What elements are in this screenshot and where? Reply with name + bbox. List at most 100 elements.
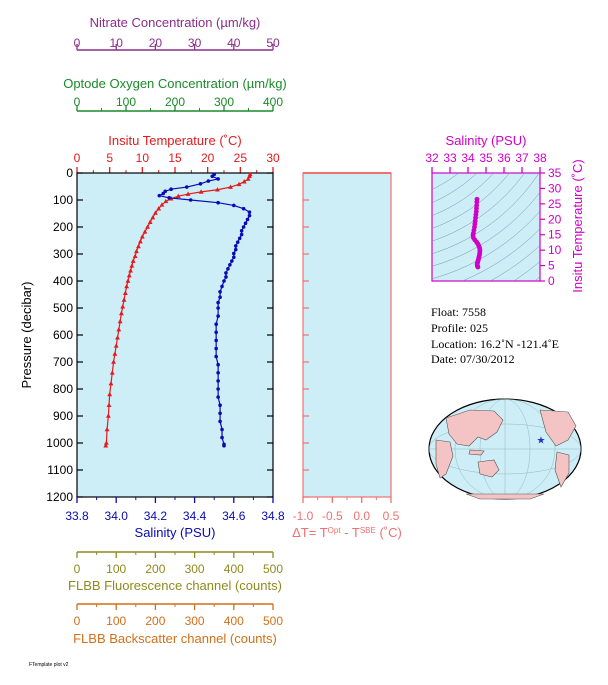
salinity-point	[214, 346, 218, 351]
salinity-point	[220, 427, 224, 432]
salinity-point	[247, 210, 252, 214]
salinity-point	[224, 271, 228, 275]
tick-label: -0.5	[322, 509, 343, 523]
tick-label: 34.2	[144, 509, 168, 523]
temperature-point	[119, 310, 124, 316]
temperature-point	[150, 214, 156, 220]
temperature-point	[126, 273, 132, 278]
tick-label: 34.0	[105, 509, 129, 523]
tick-label: 1100	[47, 463, 73, 477]
tick-label: 5	[106, 151, 113, 165]
temperature-point	[156, 206, 162, 211]
tick-label: 5	[548, 259, 555, 273]
temperature-point	[236, 181, 242, 187]
tick-label: 0.0	[353, 509, 370, 523]
footer-text: FTemplate plot v2	[29, 662, 69, 668]
nitrate-axis-title: Nitrate Concentration (µm/kg)	[90, 15, 261, 30]
tick-label: 800	[53, 382, 73, 396]
temperature-point	[175, 193, 181, 199]
profile-plot-area	[76, 172, 274, 498]
salinity-point	[214, 338, 218, 343]
salinity-point	[206, 179, 211, 183]
temperature-point	[137, 238, 143, 244]
temperature-point	[163, 198, 169, 204]
salinity-profile-points	[157, 172, 252, 448]
tick-label: 40	[227, 36, 241, 50]
backscatter-axis: 0 100 200 300 400 500 FLBB Backscatter channe…	[73, 603, 283, 646]
tick-label: 30	[548, 181, 562, 195]
salinity-point	[216, 314, 220, 318]
salinity-point	[216, 200, 220, 205]
temperature-point	[228, 184, 233, 189]
tick-label: 100	[106, 614, 126, 628]
salinity-point	[232, 251, 236, 256]
temperature-point	[109, 370, 115, 375]
profile-date: Date: 07/30/2012	[431, 352, 515, 366]
tick-label: 200	[145, 562, 165, 576]
salinity-point	[241, 206, 246, 211]
temperature-point	[198, 189, 204, 194]
tick-label: 300	[185, 614, 205, 628]
ts-point	[475, 264, 481, 270]
salinity-point	[218, 419, 222, 424]
tick-label: 400	[224, 614, 244, 628]
tick-label: 10	[548, 243, 562, 257]
ts-plot-area	[431, 172, 541, 282]
temperature-point	[130, 258, 136, 263]
salinity-point	[184, 185, 189, 189]
temperature-point	[111, 359, 116, 364]
salinity-point	[222, 279, 226, 283]
tick-label: 0	[74, 95, 81, 109]
backscatter-axis-title: FLBB Backscatter channel (counts)	[73, 631, 277, 646]
ts-salinity-axis-title: Salinity (PSU)	[446, 133, 527, 148]
tick-label: 100	[106, 562, 126, 576]
temperature-point	[147, 219, 153, 224]
tick-label: 0.5	[383, 509, 400, 523]
world-map: ★	[428, 398, 582, 500]
backscatter-ticks: 0 100 200 300 400 500	[74, 604, 283, 628]
tick-label: 30	[266, 151, 280, 165]
tick-label: 15	[168, 151, 182, 165]
salinity-point	[216, 362, 220, 367]
tick-label: 0	[74, 562, 81, 576]
temperature-point	[104, 426, 110, 432]
temperature-point	[153, 210, 158, 215]
ts-points	[470, 196, 483, 270]
temperature-point	[185, 191, 191, 196]
salinity-ticks: 33.8 34.0 34.2 34.4 34.6 34.8	[65, 497, 285, 523]
temperature-point	[116, 327, 122, 332]
salinity-point	[241, 225, 246, 229]
map-landmasses	[435, 409, 577, 500]
temperature-axis: Insitu Temperature (˚C) 0 5 10 15 20 25 30	[74, 133, 280, 173]
temperature-point	[117, 318, 123, 324]
tick-label: 10	[136, 151, 150, 165]
tick-label: 1000	[46, 436, 73, 450]
tick-label: 500	[263, 562, 283, 576]
tick-label: 25	[548, 197, 562, 211]
salinity-point	[233, 244, 238, 248]
temperature-point	[121, 297, 127, 302]
salinity-point	[245, 217, 250, 222]
temperature-point	[245, 176, 251, 181]
tick-label: 37	[515, 151, 529, 165]
salinity-point	[188, 198, 193, 202]
float-number: Float: 7558	[431, 305, 486, 319]
salinity-point	[198, 182, 203, 186]
tick-label: 300	[185, 562, 205, 576]
salinity-point	[218, 295, 222, 300]
temperature-point	[134, 248, 139, 254]
salinity-point	[226, 267, 230, 271]
salinity-axis-title: Salinity (PSU)	[135, 525, 216, 540]
tick-label: 100	[116, 95, 136, 109]
temperature-axis-title: Insitu Temperature (˚C)	[108, 133, 241, 148]
temperature-point	[139, 234, 145, 239]
nitrate-ticks: 0 10 20 30 40 50	[74, 36, 280, 50]
salinity-point	[216, 177, 220, 181]
temperature-point	[145, 224, 150, 229]
tick-label: 34	[461, 151, 475, 165]
salinity-point	[239, 232, 244, 237]
tick-label: 200	[165, 95, 185, 109]
tick-label: 1200	[46, 490, 73, 504]
salinity-point	[232, 203, 236, 208]
